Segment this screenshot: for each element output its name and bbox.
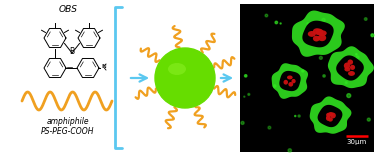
Polygon shape (310, 96, 352, 134)
Ellipse shape (318, 30, 327, 36)
Ellipse shape (313, 28, 321, 35)
Circle shape (356, 54, 357, 55)
Ellipse shape (313, 36, 320, 41)
Text: amphiphile
PS-PEG-COOH: amphiphile PS-PEG-COOH (41, 117, 95, 136)
Polygon shape (302, 21, 334, 47)
Ellipse shape (328, 117, 333, 122)
Polygon shape (318, 105, 342, 127)
Ellipse shape (328, 112, 334, 117)
Circle shape (245, 75, 247, 77)
Polygon shape (336, 55, 364, 81)
Polygon shape (292, 10, 345, 57)
Circle shape (280, 23, 281, 24)
Ellipse shape (344, 63, 350, 69)
Ellipse shape (287, 76, 293, 79)
Circle shape (347, 94, 351, 98)
Ellipse shape (344, 67, 350, 71)
Circle shape (155, 48, 215, 108)
Circle shape (319, 56, 322, 59)
Circle shape (371, 34, 374, 37)
Ellipse shape (318, 34, 326, 41)
Polygon shape (328, 46, 374, 88)
Ellipse shape (350, 65, 355, 70)
Circle shape (325, 42, 326, 43)
Circle shape (295, 115, 296, 117)
Ellipse shape (316, 29, 323, 35)
Circle shape (356, 56, 359, 59)
Circle shape (298, 115, 300, 117)
Circle shape (275, 21, 277, 24)
Ellipse shape (168, 63, 186, 75)
Text: N: N (101, 64, 106, 70)
Circle shape (302, 70, 304, 72)
Circle shape (273, 85, 276, 87)
Ellipse shape (288, 82, 293, 87)
Polygon shape (272, 63, 308, 99)
Circle shape (323, 75, 325, 77)
Ellipse shape (348, 71, 355, 76)
Ellipse shape (284, 80, 288, 85)
Ellipse shape (308, 31, 316, 37)
Text: 30μm: 30μm (347, 139, 367, 145)
Circle shape (244, 96, 245, 97)
Circle shape (364, 18, 367, 20)
Circle shape (241, 121, 244, 124)
Text: B: B (70, 47, 74, 56)
Ellipse shape (291, 79, 296, 83)
Circle shape (322, 18, 325, 22)
Circle shape (367, 118, 370, 121)
Ellipse shape (347, 59, 353, 65)
Circle shape (288, 149, 291, 152)
Bar (240, 4, 374, 152)
Ellipse shape (330, 113, 336, 118)
Ellipse shape (326, 113, 331, 117)
Polygon shape (279, 71, 301, 91)
Circle shape (268, 126, 271, 129)
Circle shape (345, 82, 347, 84)
Circle shape (248, 93, 250, 95)
Circle shape (265, 14, 268, 17)
Ellipse shape (326, 115, 330, 121)
Circle shape (307, 23, 309, 25)
Text: OBS: OBS (59, 5, 77, 14)
